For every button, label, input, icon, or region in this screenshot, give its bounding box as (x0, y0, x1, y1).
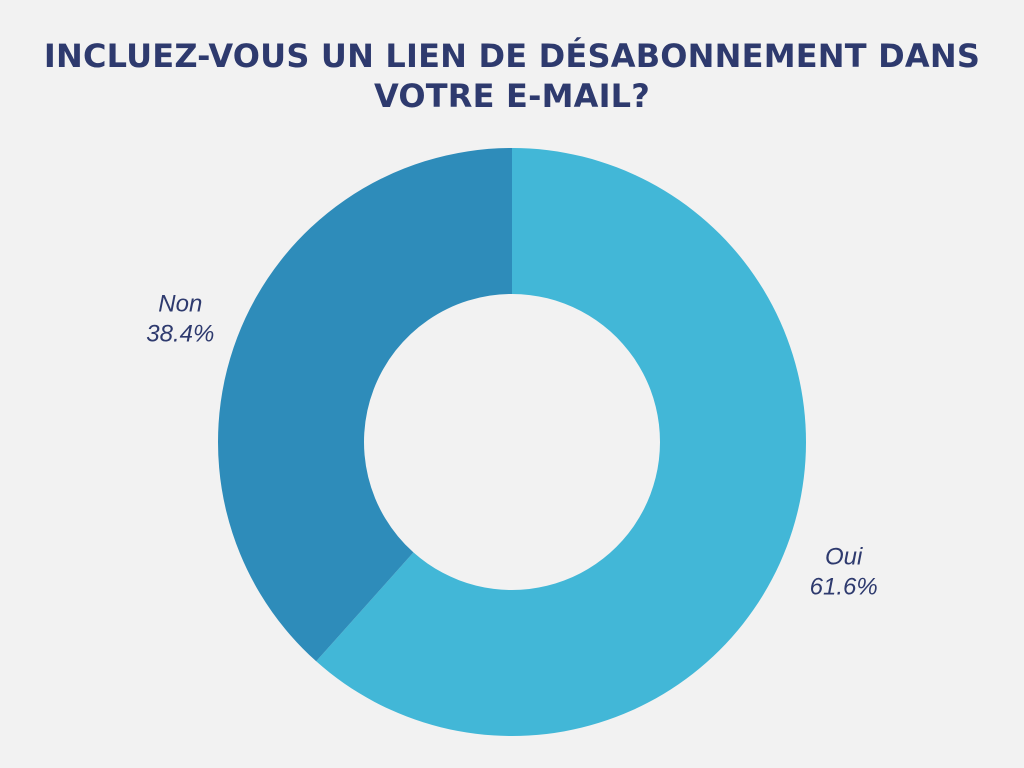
slice-non (218, 148, 512, 662)
slice-label-value: 61.6% (810, 574, 878, 601)
slice-label-name: Oui (825, 544, 863, 571)
slice-label-name: Non (158, 290, 202, 317)
donut-slices (218, 148, 806, 737)
slice-label-value: 38.4% (146, 320, 214, 347)
slice-label-oui: Oui 61.6% (810, 544, 878, 601)
slice-label-non: Non 38.4% (146, 290, 214, 347)
chart-title-line-2: VOTRE E-MAIL? (373, 77, 651, 115)
slice-oui (316, 148, 806, 737)
slice-labels: Oui 61.6% Non 38.4% (146, 290, 877, 600)
chart-title: INCLUEZ-VOUS UN LIEN DE DÉSABONNEMENT DA… (0, 36, 1024, 116)
chart-title-line-1: INCLUEZ-VOUS UN LIEN DE DÉSABONNEMENT DA… (43, 37, 981, 75)
